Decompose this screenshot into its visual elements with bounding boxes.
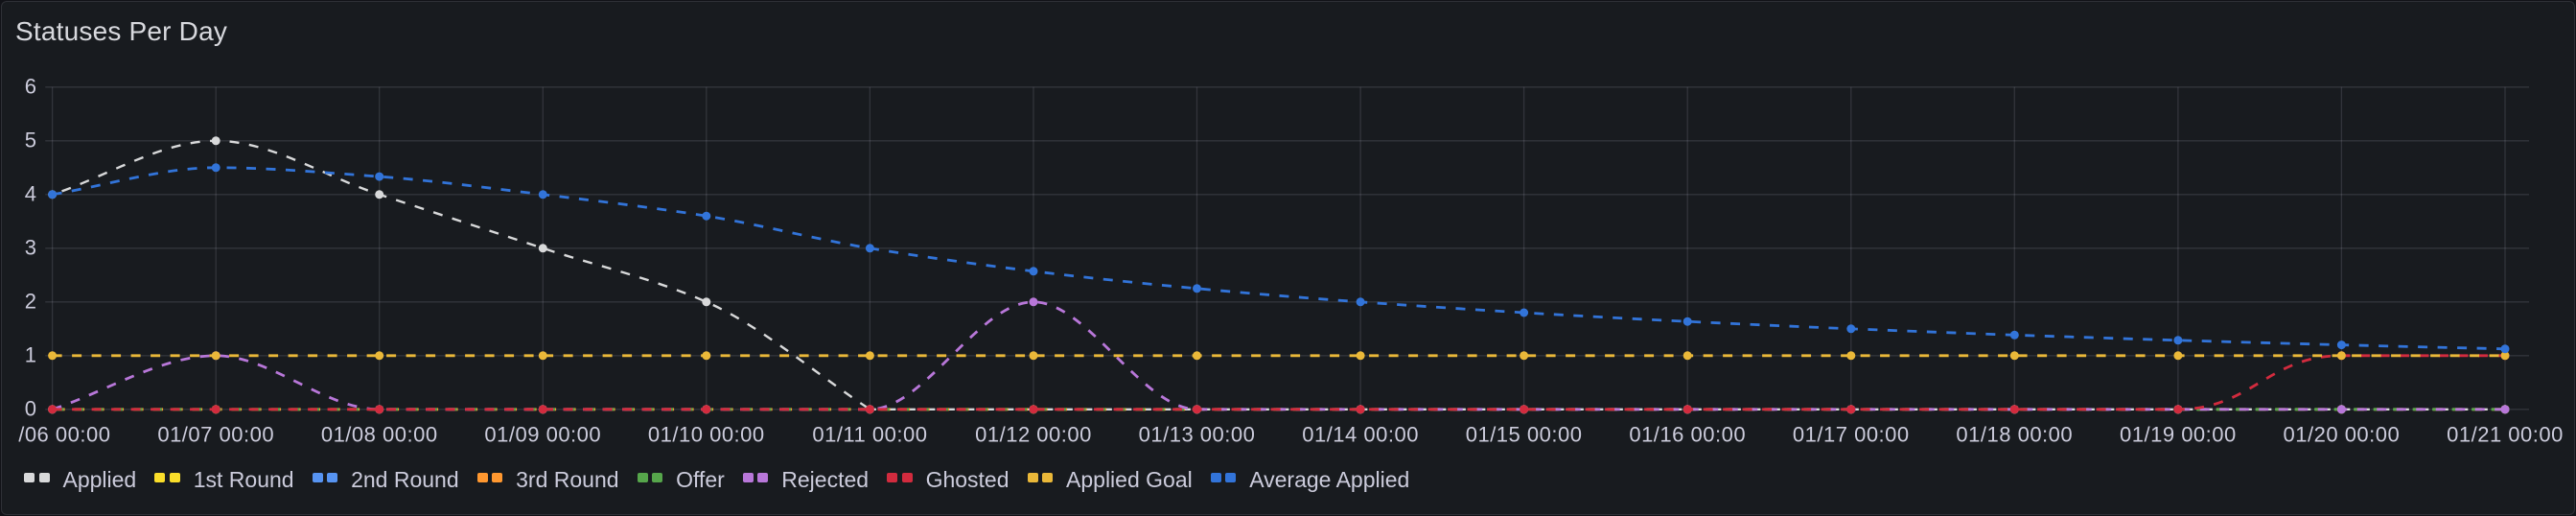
svg-text:01/12 00:00: 01/12 00:00 [975, 423, 1092, 447]
svg-text:01/21 00:00: 01/21 00:00 [2447, 423, 2564, 447]
svg-text:0: 0 [25, 396, 36, 420]
svg-text:01/14 00:00: 01/14 00:00 [1302, 423, 1419, 447]
svg-text:4: 4 [25, 181, 36, 205]
svg-text:6: 6 [25, 74, 36, 98]
svg-text:01/11 00:00: 01/11 00:00 [812, 423, 927, 447]
svg-text:01/13 00:00: 01/13 00:00 [1139, 423, 1256, 447]
svg-text:01/15 00:00: 01/15 00:00 [1466, 423, 1583, 447]
svg-text:01/16 00:00: 01/16 00:00 [1629, 423, 1746, 447]
svg-text:5: 5 [25, 128, 36, 152]
svg-text:01/18 00:00: 01/18 00:00 [1956, 423, 2073, 447]
svg-text:01/08 00:00: 01/08 00:00 [321, 423, 438, 447]
svg-text:2: 2 [25, 289, 36, 313]
svg-text:1: 1 [25, 342, 36, 366]
svg-text:01/19 00:00: 01/19 00:00 [2120, 423, 2237, 447]
svg-text:01/20 00:00: 01/20 00:00 [2284, 423, 2401, 447]
svg-text:01/06 00:00: 01/06 00:00 [1, 423, 110, 447]
svg-text:01/17 00:00: 01/17 00:00 [1793, 423, 1910, 447]
svg-text:01/07 00:00: 01/07 00:00 [157, 423, 274, 447]
svg-text:3: 3 [25, 235, 36, 259]
svg-text:01/10 00:00: 01/10 00:00 [648, 423, 765, 447]
svg-text:01/09 00:00: 01/09 00:00 [484, 423, 601, 447]
